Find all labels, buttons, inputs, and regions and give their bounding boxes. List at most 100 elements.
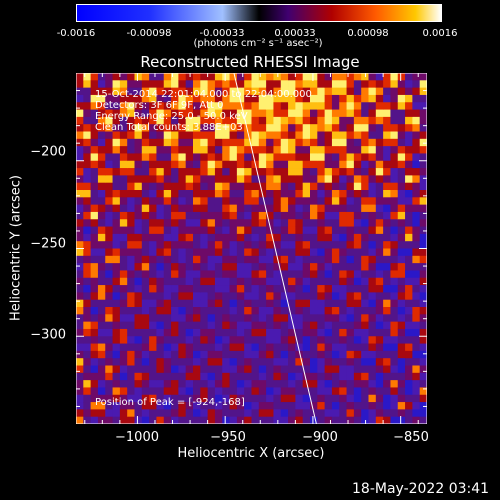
heatmap-cell [127,270,135,279]
heatmap-cell [127,328,135,337]
heatmap-cell [222,94,230,103]
heatmap-cell [412,343,421,352]
heatmap-cell [112,409,121,418]
heatmap-cell [149,314,157,323]
heatmap-cell [236,241,245,249]
heatmap-cell [193,116,201,125]
heatmap-cell [302,299,311,308]
heatmap-cell [419,102,427,110]
heatmap-cell [339,219,347,227]
heatmap-cell [105,138,113,147]
heatmap-cell [76,402,84,410]
heatmap-cell [97,80,106,89]
heatmap-cell [134,190,143,198]
heatmap-cell [97,263,106,271]
heatmap-cell [222,255,230,264]
heatmap-cell [383,146,391,154]
heatmap-cell [419,372,427,381]
heatmap-cell [178,365,187,374]
heatmap-cell [163,409,172,418]
heatmap-cell [361,343,369,352]
heatmap-cell [112,94,121,103]
x-tick-label: −900 [302,430,338,445]
heatmap-cell [397,109,406,118]
heatmap-cell [156,197,165,206]
heatmap-cell [156,350,165,359]
heatmap-cell [112,168,121,176]
heatmap-cell [119,263,128,271]
heatmap-cell [244,94,252,103]
heatmap-cell [280,263,289,271]
heatmap-cell [97,197,106,206]
heatmap-cell [383,219,391,227]
heatmap-cell [83,336,92,344]
heatmap-cell [397,321,406,330]
heatmap-cell [105,131,113,140]
heatmap-cell [244,394,252,403]
heatmap-cell [141,350,150,359]
heatmap-cell [258,387,267,396]
heatmap-cell [361,190,369,198]
heatmap-cell [390,292,399,301]
heatmap-cell [288,204,296,213]
heatmap-cell [383,394,391,403]
heatmap-cell [361,204,369,213]
heatmap-cell [244,241,252,249]
heatmap-cell [405,402,413,410]
heatmap-cell [317,211,326,220]
heatmap-cell [134,248,143,257]
heatmap-cell [302,307,311,315]
heatmap-cell [214,182,223,191]
heatmap-cell [419,402,427,410]
heatmap-cell [90,380,99,388]
heatmap-cell [185,124,194,132]
heatmap-cell [273,153,282,162]
heatmap-cell [310,146,318,154]
heatmap-cell [200,343,209,352]
heatmap-cell [178,292,187,301]
heatmap-cell [273,102,282,110]
heatmap-cell [280,328,289,337]
heatmap-cell [207,365,216,374]
heatmap-cell [310,175,318,184]
heatmap-cell [119,380,128,388]
heatmap-cell [236,116,245,125]
heatmap-cell [317,343,326,352]
heatmap-cell [361,94,369,103]
heatmap-cell [83,211,92,220]
heatmap-cell [295,153,304,162]
heatmap-cell [361,168,369,176]
heatmap-cell [127,380,135,388]
heatmap-cell [273,365,282,374]
heatmap-cell [375,138,384,147]
heatmap-cell [112,102,121,110]
heatmap-cell [134,387,143,396]
heatmap-cell [178,138,187,147]
heatmap-cell [193,321,201,330]
heatmap-cell [280,314,289,323]
heatmap-cell [149,255,157,264]
heatmap-cell [171,190,179,198]
heatmap-cell [127,343,135,352]
heatmap-cell [178,146,187,154]
heatmap-cell [127,394,135,403]
heatmap-cell [134,299,143,308]
heatmap-cell [258,197,267,206]
heatmap-cell [405,241,413,249]
heatmap-cell [317,182,326,191]
heatmap-cell [214,292,223,301]
heatmap-cell [134,314,143,323]
heatmap-cell [280,380,289,388]
heatmap-cell [76,80,84,89]
heatmap-cell [397,190,406,198]
heatmap-cell [390,263,399,271]
heatmap-cell [76,307,84,315]
heatmap-cell [288,94,296,103]
heatmap-cell [185,365,194,374]
heatmap-cell [193,197,201,206]
heatmap-cell [353,109,362,118]
heatmap-cell [200,226,209,235]
heatmap-cell [295,131,304,140]
heatmap-cell [390,211,399,220]
heatmap-cell [419,175,427,184]
